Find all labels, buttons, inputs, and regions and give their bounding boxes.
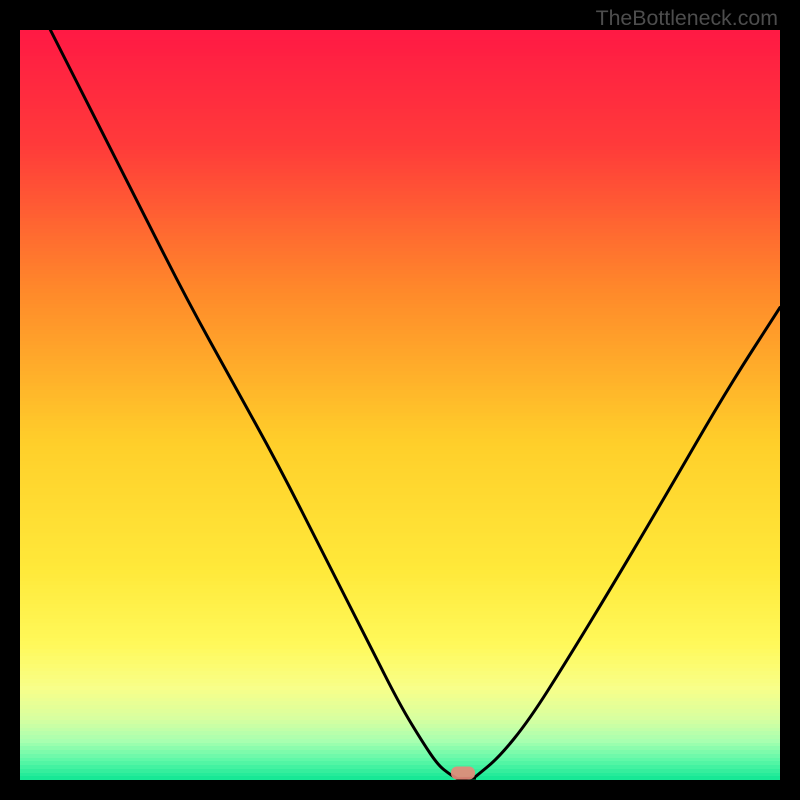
gradient-background xyxy=(20,30,780,780)
watermark-text: TheBottleneck.com xyxy=(596,6,778,31)
gradient-band xyxy=(20,776,780,780)
bottleneck-marker xyxy=(451,767,475,780)
plot-area xyxy=(20,30,780,780)
chart-frame: TheBottleneck.com xyxy=(0,0,800,800)
